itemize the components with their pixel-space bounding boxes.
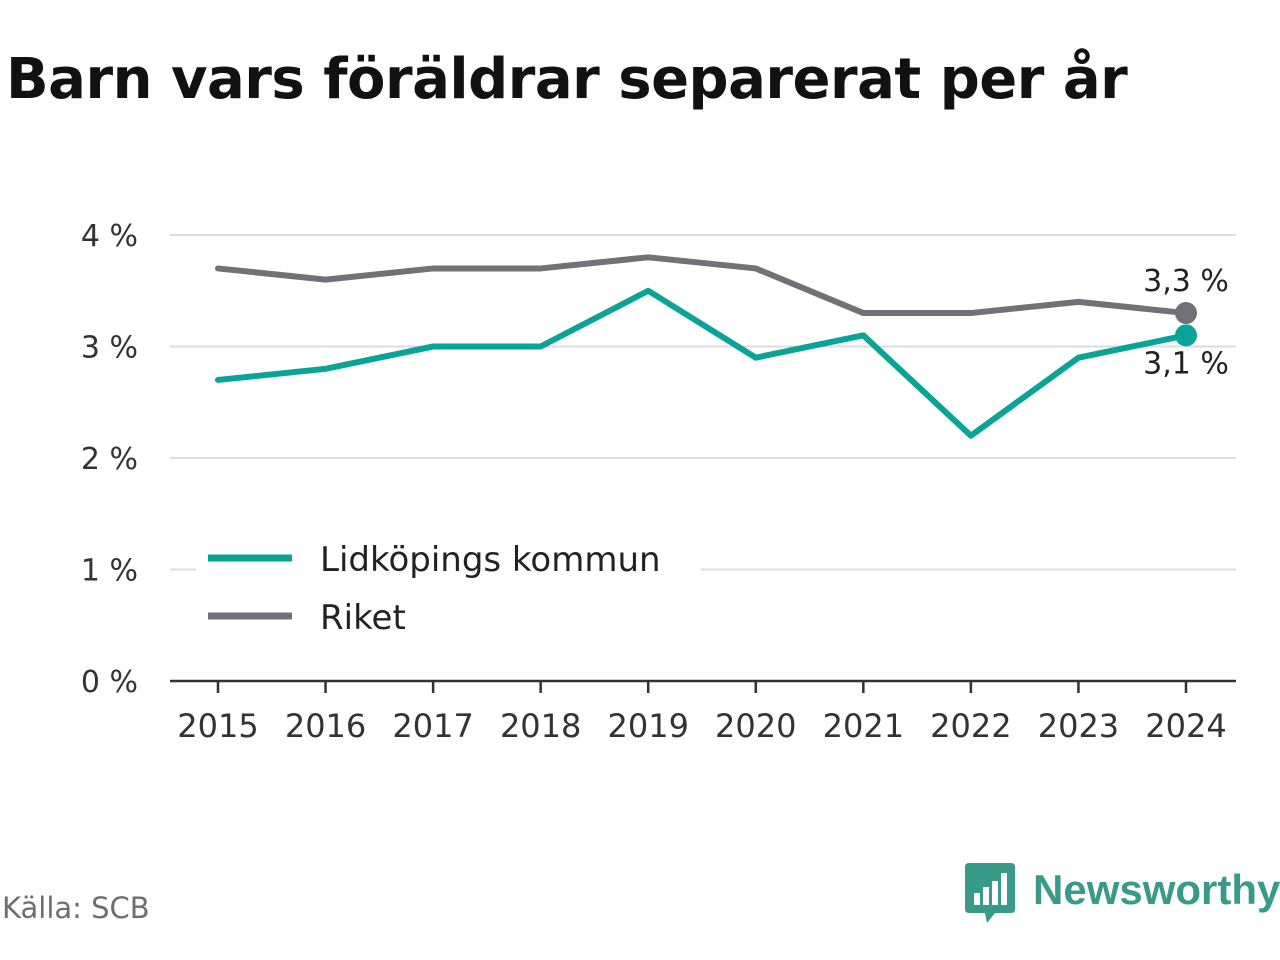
legend-background <box>196 528 701 644</box>
series-line-1 <box>215 254 1189 317</box>
x-tick-label: 2018 <box>500 707 581 745</box>
line-chart: 0 % 1 % 2 % 3 % 4 % 2015 2016 2017 2018 2019 2020… <box>81 219 1236 745</box>
y-tick-label: 4 % <box>81 219 138 254</box>
series-lines <box>215 254 1189 439</box>
grid-lines <box>170 234 1236 571</box>
series-line-0 <box>215 287 1189 439</box>
x-tick-label: 2016 <box>285 707 366 745</box>
y-tick-label: 3 % <box>81 331 138 366</box>
legend: Lidköpings kommun Riket <box>196 528 701 644</box>
x-tick-label: 2022 <box>930 707 1011 745</box>
x-tick-label: 2021 <box>823 707 904 745</box>
x-tick-label: 2023 <box>1038 707 1119 745</box>
y-tick-label: 2 % <box>81 442 138 477</box>
x-tick-label: 2019 <box>608 707 689 745</box>
end-label-0: 3,1 % <box>1143 346 1229 381</box>
end-marker-0 <box>1175 324 1197 347</box>
x-tick-label: 2015 <box>177 707 258 745</box>
end-label-1: 3,3 % <box>1143 264 1229 299</box>
x-tick-label: 2024 <box>1145 707 1226 745</box>
legend-label-1: Riket <box>320 598 406 638</box>
newsworthy-logo-icon <box>965 863 1015 923</box>
brand-name: Newsworthy <box>1033 866 1280 913</box>
x-axis: 2015 2016 2017 2018 2019 2020 2021 2022 2023 2024 <box>170 679 1236 745</box>
brand: Newsworthy <box>965 862 1280 926</box>
x-tick-label: 2020 <box>715 707 796 745</box>
end-labels: 3,1 % 3,3 % <box>1140 261 1232 384</box>
legend-label-0: Lidköpings kommun <box>320 540 661 580</box>
source-note: Källa: SCB <box>2 891 150 925</box>
y-tick-label: 0 % <box>81 665 138 700</box>
y-tick-label: 1 % <box>81 554 138 589</box>
y-axis-tick-labels: 0 % 1 % 2 % 3 % 4 % <box>81 219 138 700</box>
chart-title: Barn vars föräldrar separerat per år <box>6 47 1128 112</box>
end-marker-1 <box>1175 302 1197 325</box>
x-tick-label: 2017 <box>392 707 473 745</box>
